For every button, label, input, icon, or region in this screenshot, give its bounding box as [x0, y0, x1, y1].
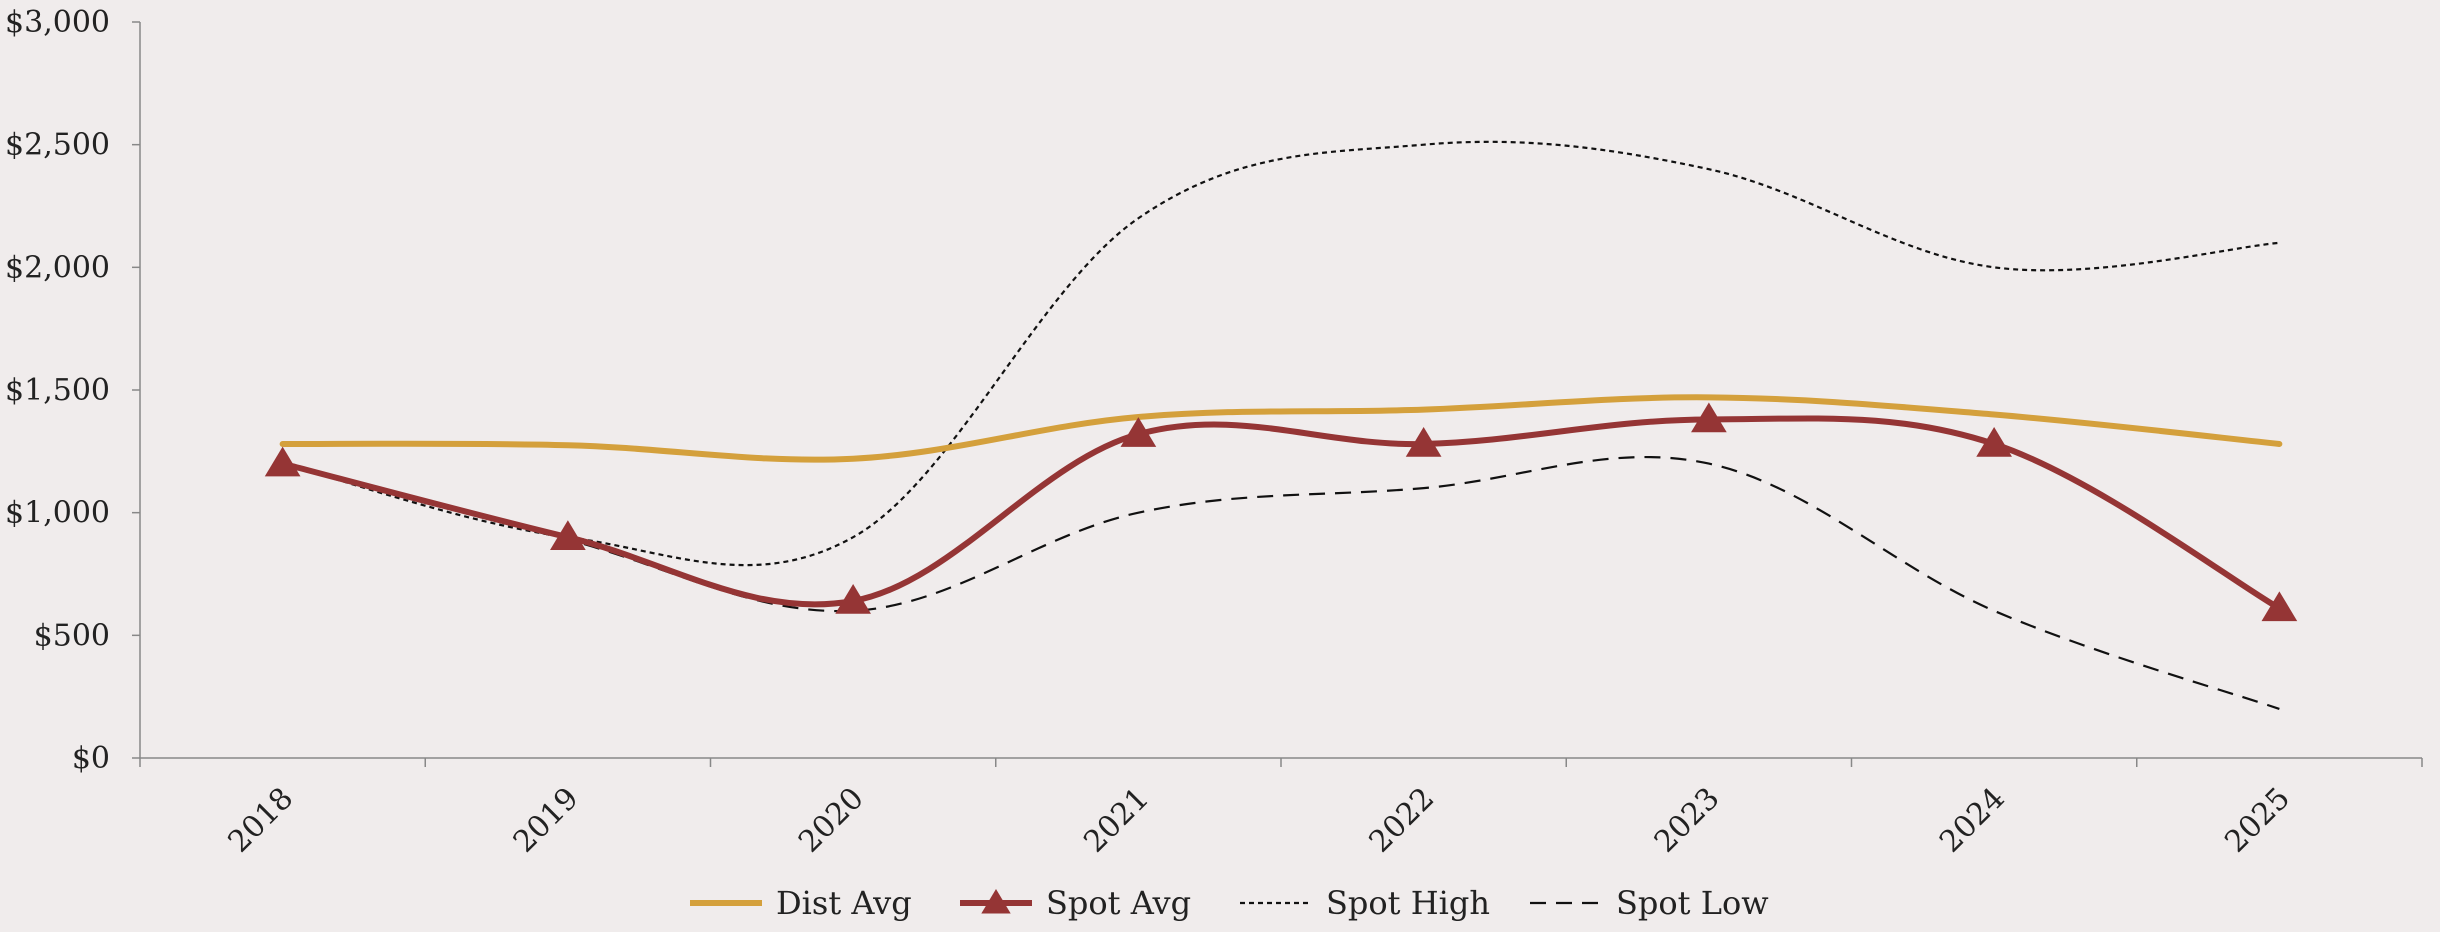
x-tick-label: 2020 — [792, 781, 871, 860]
axes: $0 $500 $1,000 $1,500 $2,000 $2,500 $3,000 2018… — [5, 5, 2423, 860]
data-point-marker — [264, 446, 301, 477]
x-tick-label: 2018 — [222, 781, 301, 860]
data-point-marker — [2261, 591, 2298, 622]
series-line-dist-avg — [279, 394, 2283, 463]
x-tick-label: 2022 — [1363, 781, 1442, 860]
legend-item-spot-low: Spot Low — [1530, 884, 1769, 922]
data-point-marker — [1120, 417, 1157, 447]
data-point-marker — [1976, 426, 2012, 457]
y-tick-label: $500 — [34, 618, 110, 653]
series-layer — [264, 140, 2298, 710]
y-tick-label: $1,000 — [5, 496, 110, 531]
data-point-marker — [1691, 402, 1727, 433]
x-tick-label: 2025 — [2218, 781, 2297, 860]
legend-label: Spot High — [1326, 884, 1490, 922]
x-tick-label: 2024 — [1933, 781, 2012, 860]
series-dist-avg — [279, 394, 2283, 463]
legend-item-spot-avg: Spot Avg — [960, 884, 1191, 922]
y-tick-label: $0 — [72, 741, 110, 776]
series-line-spot-low — [282, 455, 2280, 710]
legend-label: Spot Avg — [1046, 884, 1191, 922]
data-point-marker — [550, 520, 586, 550]
x-tick-label: 2023 — [1648, 781, 1727, 860]
series-line-spot-high — [282, 140, 2280, 567]
legend-marker — [981, 889, 1011, 914]
series-line-spot-avg — [279, 415, 2283, 612]
y-tick-label: $3,000 — [5, 5, 110, 40]
data-point-marker — [835, 583, 871, 614]
legend-item-spot-high: Spot High — [1240, 884, 1490, 922]
series-spot-low — [282, 455, 2280, 710]
legend: Dist Avg Spot Avg Spot High Spot Low — [690, 884, 1769, 922]
legend-label: Dist Avg — [776, 884, 912, 922]
y-tick-label: $1,500 — [5, 373, 110, 408]
x-tick-label: 2019 — [507, 781, 586, 860]
x-tick-label: 2021 — [1077, 781, 1156, 860]
y-tick-label: $2,000 — [5, 250, 110, 285]
series-spot-high — [282, 140, 2280, 567]
legend-item-dist-avg: Dist Avg — [690, 884, 912, 922]
y-tick-label: $2,500 — [5, 128, 110, 163]
data-point-marker — [1405, 426, 1442, 457]
legend-label: Spot Low — [1616, 884, 1769, 922]
series-spot-avg — [264, 402, 2298, 622]
